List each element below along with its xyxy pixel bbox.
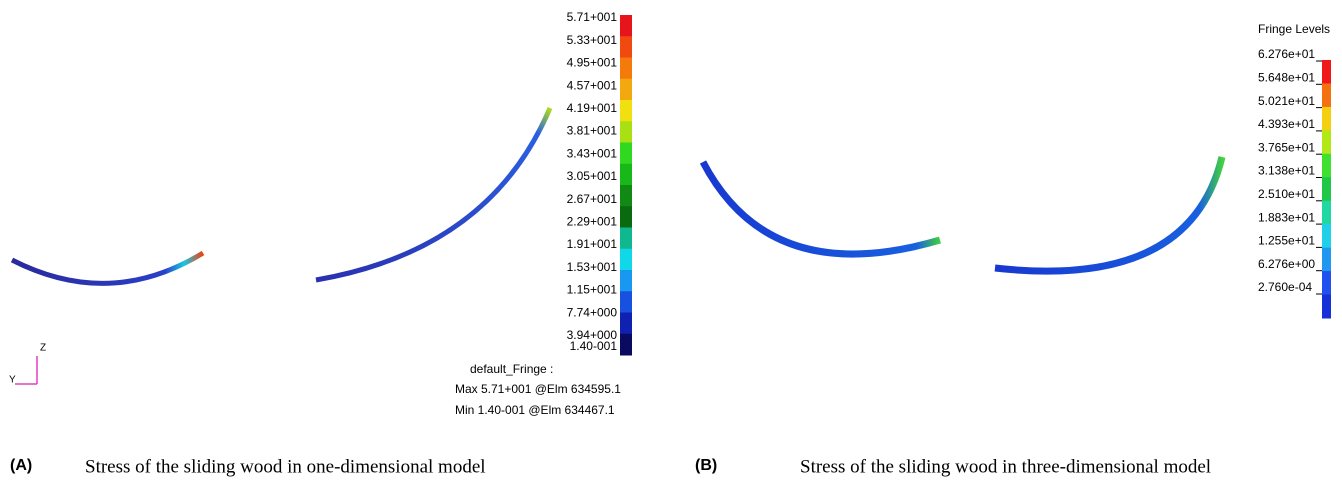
fringe-level: 4.95+001 xyxy=(567,56,618,70)
fringe-band xyxy=(1322,271,1331,295)
fringe-band xyxy=(620,185,632,207)
fringe-band xyxy=(1322,60,1331,84)
fringe-band xyxy=(620,164,632,186)
fringe-level: 5.648e+01 xyxy=(1258,70,1315,84)
fringe-level: 6.276e+00 xyxy=(1258,257,1315,271)
fringe-level: 1.40-001 xyxy=(570,339,618,353)
fringe-band xyxy=(1322,177,1331,201)
fringe-band xyxy=(620,249,632,271)
fringe-band xyxy=(620,206,632,228)
fringe-band xyxy=(1322,130,1331,154)
fringe-band xyxy=(1322,107,1331,131)
fringe-title: Fringe Levels xyxy=(1258,22,1330,36)
fringe-level: 5.33+001 xyxy=(567,33,618,47)
solid-model xyxy=(995,157,1222,271)
fringe-band xyxy=(1322,83,1331,107)
fringe-level: 1.255e+01 xyxy=(1258,234,1315,248)
fringe-band xyxy=(1322,248,1331,272)
fringe-summary: Max 5.71+001 @Elm 634595.1 xyxy=(455,382,621,396)
fringe-band xyxy=(620,313,632,335)
fringe-level: 2.510e+01 xyxy=(1258,187,1315,201)
figure: Z Y default_Fringe : Max 5.71+001 @Elm 6… xyxy=(0,0,1342,481)
fringe-summary: default_Fringe : xyxy=(470,362,553,376)
panel-label: (B) xyxy=(695,457,717,474)
fringe-band xyxy=(620,121,632,143)
fringe-level: 6.276e+01 xyxy=(1258,47,1315,61)
fringe-band xyxy=(620,79,632,101)
fringe-level: 3.05+001 xyxy=(567,169,618,183)
fringe-band xyxy=(620,58,632,80)
axis-label: Z xyxy=(40,343,46,354)
fringe-band xyxy=(1322,295,1331,319)
fringe-band xyxy=(620,100,632,122)
fringe-band xyxy=(620,36,632,58)
fringe-level: 2.760e-04 xyxy=(1258,280,1312,294)
caption: Stress of the sliding wood in three-dime… xyxy=(800,456,1211,477)
fringe-band xyxy=(620,270,632,292)
fringe-level: 3.43+001 xyxy=(567,146,618,160)
fringe-level: 5.021e+01 xyxy=(1258,94,1315,108)
beam-model xyxy=(12,253,203,283)
fringe-level: 4.393e+01 xyxy=(1258,117,1315,131)
solid-model xyxy=(703,162,940,254)
fringe-level: 4.57+001 xyxy=(567,78,618,92)
fringe-level: 7.74+000 xyxy=(567,305,618,319)
fringe-summary: Min 1.40-001 @Elm 634467.1 xyxy=(455,403,615,417)
fringe-level: 5.71+001 xyxy=(567,10,618,24)
fringe-band xyxy=(1322,154,1331,178)
fringe-band xyxy=(620,228,632,250)
fringe-level: 1.883e+01 xyxy=(1258,210,1315,224)
fringe-level: 2.29+001 xyxy=(567,214,618,228)
fringe-level: 4.19+001 xyxy=(567,101,618,115)
fringe-level: 1.15+001 xyxy=(567,283,618,297)
fringe-band xyxy=(620,291,632,313)
beam-model xyxy=(316,108,550,280)
axis-label: Y xyxy=(9,375,16,386)
fringe-level: 2.67+001 xyxy=(567,192,618,206)
fringe-level: 3.81+001 xyxy=(567,124,618,138)
fringe-level: 3.138e+01 xyxy=(1258,164,1315,178)
fringe-level: 3.765e+01 xyxy=(1258,140,1315,154)
fringe-band xyxy=(1322,201,1331,225)
fringe-level: 1.53+001 xyxy=(567,260,618,274)
panel-label: (A) xyxy=(10,457,32,474)
fringe-level: 1.91+001 xyxy=(567,237,618,251)
fringe-band xyxy=(620,15,632,37)
fringe-band xyxy=(1322,224,1331,248)
fringe-band xyxy=(620,143,632,165)
fringe-band xyxy=(620,334,632,356)
page: Z Y default_Fringe : Max 5.71+001 @Elm 6… xyxy=(0,0,1342,481)
caption: Stress of the sliding wood in one-dimens… xyxy=(85,456,486,477)
